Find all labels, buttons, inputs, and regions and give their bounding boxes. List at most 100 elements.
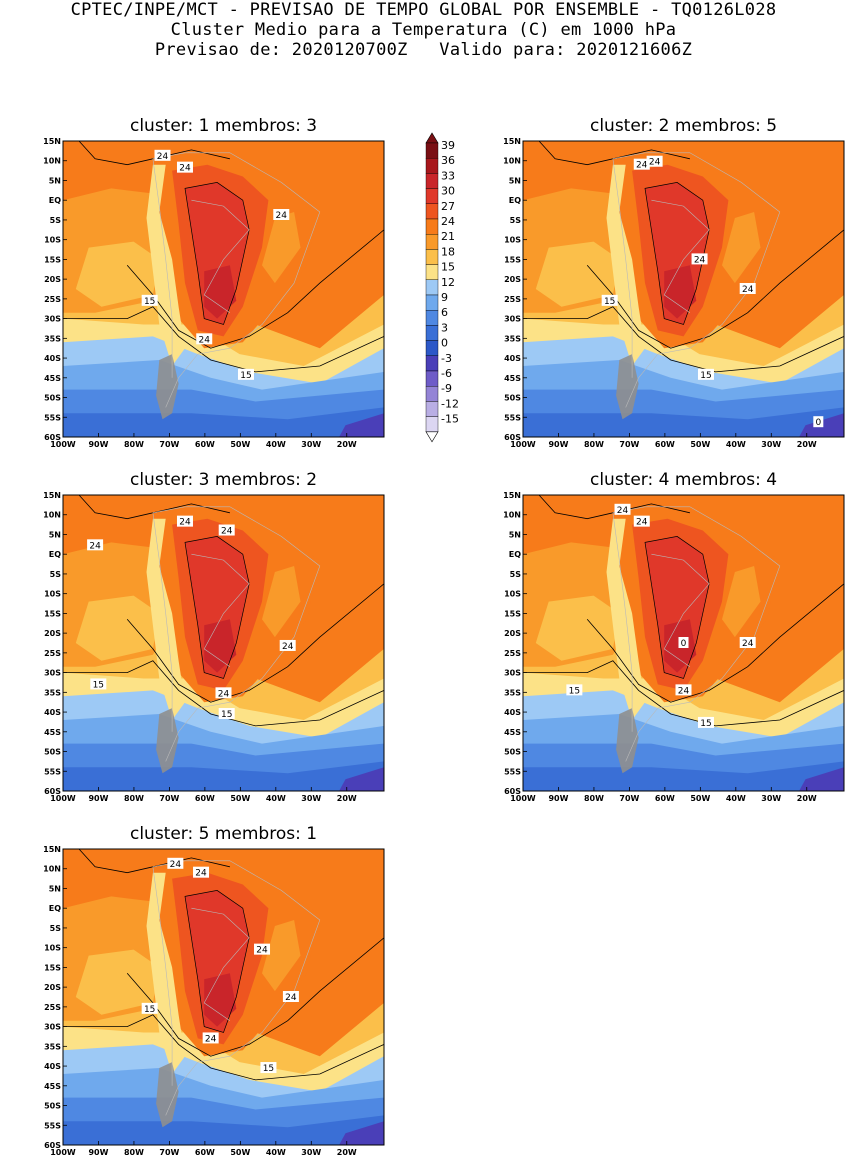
lat-tick-label: 35S xyxy=(504,334,521,343)
svg-text:24: 24 xyxy=(276,211,288,221)
lat-tick-label: 40S xyxy=(504,354,521,363)
lat-tick-label: 20S xyxy=(504,275,521,284)
svg-text:15: 15 xyxy=(604,297,615,307)
temperature-field xyxy=(63,141,384,437)
svg-text:24: 24 xyxy=(199,335,211,345)
colorbar-label: 3 xyxy=(441,321,448,334)
colorbar-swatch xyxy=(425,386,439,402)
lon-tick-label: 80W xyxy=(124,1148,144,1157)
lat-tick-label: 30S xyxy=(44,1023,61,1032)
colorbar-swatch xyxy=(425,355,439,372)
lat-tick-label: EQ xyxy=(509,196,521,205)
contour-label: 24 xyxy=(254,943,271,956)
svg-text:24: 24 xyxy=(179,518,191,528)
lat-tick-label: 40S xyxy=(44,354,61,363)
colorbar-label: 12 xyxy=(441,276,455,289)
header-line-2: Cluster Medio para a Temperatura (C) em … xyxy=(170,20,677,40)
lon-tick-label: 100W xyxy=(50,440,76,449)
colorbar-swatch xyxy=(425,249,439,265)
contour-label: 24 xyxy=(218,524,235,537)
svg-text:24: 24 xyxy=(170,860,182,870)
lat-tick-label: 35S xyxy=(44,334,61,343)
lon-tick-label: 80W xyxy=(584,440,604,449)
lon-tick-label: 20W xyxy=(797,440,817,449)
lat-tick-label: 55S xyxy=(504,413,521,422)
temperature-field xyxy=(63,495,384,791)
lon-tick-label: 80W xyxy=(584,794,604,803)
lon-tick-label: 70W xyxy=(619,794,639,803)
colorbar-swatch xyxy=(425,188,439,205)
colorbar-label: 27 xyxy=(441,200,455,213)
lat-tick-label: 15N xyxy=(43,491,61,500)
lat-tick-label: 40S xyxy=(44,1062,61,1071)
lon-tick-label: 90W xyxy=(88,1148,108,1157)
lat-tick-label: 5S xyxy=(510,216,522,225)
svg-text:15: 15 xyxy=(240,371,251,381)
lat-tick-label: 60S xyxy=(44,787,61,796)
panel-frame xyxy=(62,140,385,438)
svg-text:24: 24 xyxy=(649,158,661,168)
svg-text:24: 24 xyxy=(742,285,754,295)
lat-tick-label: 10S xyxy=(44,590,61,599)
lat-tick-label: 50S xyxy=(44,394,61,403)
panel-title: cluster: 4 membros: 4 xyxy=(590,470,777,490)
svg-text:24: 24 xyxy=(195,869,207,879)
lon-tick-label: 20W xyxy=(797,794,817,803)
lat-tick-label: 5N xyxy=(49,884,61,893)
lat-tick-label: 40S xyxy=(44,708,61,717)
lat-tick-label: 55S xyxy=(44,1121,61,1130)
svg-text:15: 15 xyxy=(569,686,580,696)
lat-tick-label: 45S xyxy=(504,374,521,383)
map-panel-1: cluster: 1 membros: 3 15N 10N 5N EQ 5S 10S 15S 2… xyxy=(43,116,385,449)
contour-label: 24 xyxy=(739,283,756,295)
header-line-3: Previsao de: 2020120700Z Valido para: 20… xyxy=(154,40,693,60)
map-panel-2: cluster: 2 membros: 5 15N 10N 5N EQ 5S 10S 15S 2… xyxy=(503,116,845,449)
svg-text:24: 24 xyxy=(617,506,629,516)
contour-label: 24 xyxy=(279,639,296,652)
colorbar-label: -12 xyxy=(441,397,459,410)
lat-tick-label: 10S xyxy=(504,590,521,599)
colorbar-label: -6 xyxy=(441,367,452,380)
lon-tick-label: 80W xyxy=(124,440,144,449)
colorbar-swatch xyxy=(425,279,439,296)
contour-label: 15 xyxy=(697,368,714,381)
lat-tick-label: 30S xyxy=(44,315,61,324)
colorbar-label: 39 xyxy=(441,139,455,152)
contour-label: 24 xyxy=(646,155,663,168)
contour-label: 24 xyxy=(87,539,104,551)
lat-tick-label: 10S xyxy=(44,236,61,245)
lon-tick-label: 50W xyxy=(690,794,710,803)
colorbar-swatch xyxy=(425,264,439,281)
lon-tick-label: 20W xyxy=(337,1148,357,1157)
contour-label: 24 xyxy=(176,161,193,174)
lon-tick-label: 40W xyxy=(726,440,746,449)
lat-tick-label: 35S xyxy=(44,1042,61,1051)
lon-tick-label: 100W xyxy=(510,440,536,449)
colorbar-label: 9 xyxy=(441,291,448,304)
contour-label: 24 xyxy=(739,637,756,649)
colorbar-swatch xyxy=(425,142,439,159)
lon-tick-label: 50W xyxy=(230,794,250,803)
lat-tick-label: 50S xyxy=(44,1102,61,1111)
colorbar-swatch xyxy=(425,416,439,433)
colorbar-swatch xyxy=(425,310,439,326)
lon-tick-label: 40W xyxy=(266,794,286,803)
lat-tick-label: 15S xyxy=(504,609,521,618)
contour-label: 24 xyxy=(675,684,692,696)
svg-text:15: 15 xyxy=(144,1005,155,1015)
panel-frame xyxy=(522,494,845,792)
lat-tick-label: 60S xyxy=(504,787,521,796)
lon-tick-label: 60W xyxy=(195,794,215,803)
svg-text:24: 24 xyxy=(179,164,191,174)
lat-tick-label: 45S xyxy=(44,1082,61,1091)
colorbar-bottom-arrow xyxy=(425,431,439,443)
contour-label: 24 xyxy=(633,515,650,528)
lat-tick-label: 15S xyxy=(504,255,521,264)
lat-tick-label: 10N xyxy=(43,511,61,520)
lat-tick-label: 15S xyxy=(44,609,61,618)
colorbar-swatch xyxy=(425,401,439,417)
lat-tick-label: 60S xyxy=(44,1141,61,1150)
lat-tick-label: 40S xyxy=(504,708,521,717)
lat-tick-label: 30S xyxy=(504,315,521,324)
